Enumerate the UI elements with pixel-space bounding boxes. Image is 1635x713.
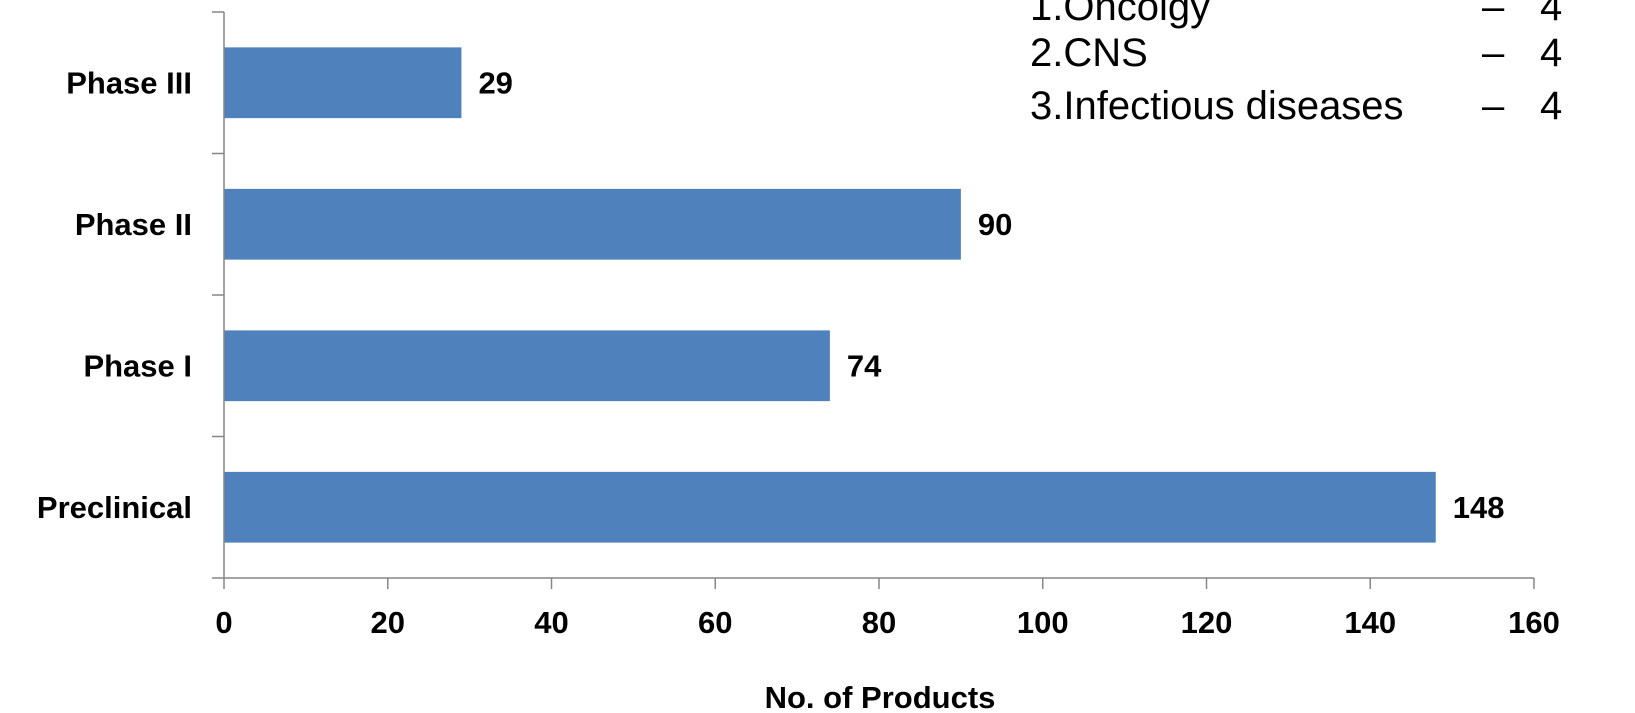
bar-phase-i	[224, 330, 830, 402]
x-tick-label: 40	[534, 605, 568, 640]
annotation-dash-1: –	[1482, 0, 1505, 29]
annotation-value-3: 4	[1540, 84, 1563, 128]
data-label: 74	[847, 348, 882, 383]
x-tick-label: 100	[1017, 605, 1069, 640]
annotation-item-2: 2.CNS	[1030, 33, 1148, 73]
x-tick-label: 20	[371, 605, 405, 640]
annotation-name: Infectious diseases	[1063, 84, 1404, 128]
bar-phase-iii	[224, 47, 462, 119]
data-label: 29	[478, 65, 512, 100]
x-tick-label: 160	[1508, 605, 1560, 640]
x-tick-label: 120	[1181, 605, 1233, 640]
category-label: Phase I	[83, 348, 192, 383]
x-tick-label: 60	[698, 605, 732, 640]
x-axis-title: No. of Products	[765, 680, 996, 713]
bar-preclinical	[224, 471, 1436, 543]
x-tick-labels-group: 0 20 40 60 80 100 120 140 160	[215, 605, 1559, 640]
category-labels-group: Preclinical Phase I Phase II Phase III	[37, 65, 192, 525]
category-label: Preclinical	[37, 490, 192, 525]
bars-group	[224, 47, 1436, 543]
annotation-dash-3: –	[1482, 84, 1505, 128]
annotation-name: Oncolgy	[1063, 0, 1211, 29]
annotation-num: 2.	[1030, 31, 1064, 75]
data-label: 148	[1453, 490, 1505, 525]
annotation-num: 1.	[1030, 0, 1064, 29]
x-tick-label: 80	[862, 605, 896, 640]
bar-phase-ii	[224, 188, 961, 260]
annotation-item-1: 1.Oncolgy	[1030, 0, 1210, 27]
annotation-name: CNS	[1063, 31, 1148, 75]
annotation-value-1: 4	[1540, 0, 1563, 29]
x-tick-label: 0	[215, 605, 232, 640]
annotation-num: 3.	[1030, 84, 1064, 128]
category-label: Phase II	[75, 207, 192, 242]
annotation-item-3: 3.Infectious diseases	[1030, 86, 1404, 126]
annotation-dash-2: –	[1482, 31, 1505, 75]
data-labels-group: 148 74 90 29	[478, 65, 1504, 525]
axes-group	[212, 11, 1535, 589]
category-label: Phase III	[66, 65, 192, 100]
annotation-value-2: 4	[1540, 31, 1563, 75]
x-tick-label: 140	[1344, 605, 1396, 640]
data-label: 90	[978, 207, 1012, 242]
